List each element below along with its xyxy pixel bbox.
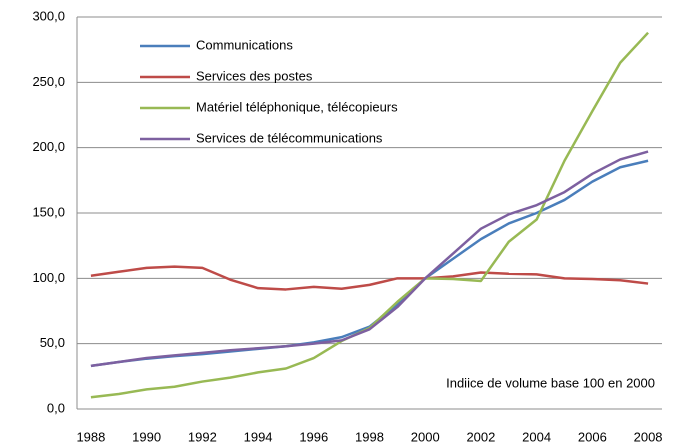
y-tick-label: 100,0 [32, 270, 65, 285]
y-tick-label: 0,0 [47, 400, 65, 415]
y-tick-label: 250,0 [32, 74, 65, 89]
x-tick-label: 1988 [76, 429, 105, 444]
annotation: Indiice de volume base 100 en 2000 [446, 375, 655, 390]
x-tick-label: 1992 [188, 429, 217, 444]
legend-label: Communications [196, 37, 293, 52]
legend-label: Matériel téléphonique, télécopieurs [196, 99, 398, 114]
y-tick-label: 200,0 [32, 139, 65, 154]
x-tick-label: 2002 [466, 429, 495, 444]
x-tick-label: 2004 [522, 429, 551, 444]
x-tick-label: 1998 [355, 429, 384, 444]
series-line [90, 150, 649, 368]
legend-label: Services de télécommunications [196, 130, 383, 145]
x-tick-label: 1996 [299, 429, 328, 444]
series-line [90, 31, 649, 399]
x-tick-label: 2006 [578, 429, 607, 444]
x-tick-label: 1994 [244, 429, 273, 444]
x-tick-label: 2000 [411, 429, 440, 444]
x-tick-label: 2008 [634, 429, 663, 444]
y-tick-label: 300,0 [32, 8, 65, 23]
y-tick-label: 150,0 [32, 204, 65, 219]
y-tick-label: 50,0 [40, 335, 65, 350]
series-line [90, 265, 649, 291]
x-tick-label: 1990 [132, 429, 161, 444]
legend-label: Services des postes [196, 68, 313, 83]
